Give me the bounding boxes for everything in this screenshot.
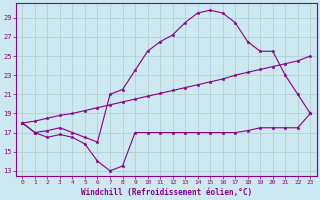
X-axis label: Windchill (Refroidissement éolien,°C): Windchill (Refroidissement éolien,°C) — [81, 188, 252, 197]
